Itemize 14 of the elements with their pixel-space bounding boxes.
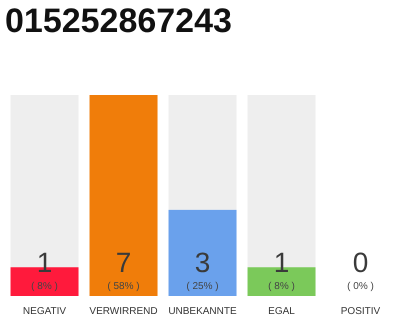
annotation: ( 58% )	[107, 281, 140, 292]
annotation: ( 0% )	[347, 281, 374, 292]
annotation: ( 25% )	[186, 281, 219, 292]
x-tick-label: NEGATIV	[22, 306, 66, 317]
x-tick-label: POSITIV	[340, 306, 381, 317]
chart-title: 015252867243	[5, 2, 232, 41]
x-tick-label: EGAL	[268, 306, 296, 317]
annotation: ( 8% )	[31, 281, 58, 292]
data-label: 7	[116, 247, 132, 278]
annotation: ( 8% )	[268, 281, 295, 292]
x-tick-label: VERWIRREND	[89, 306, 158, 317]
data-label: 0	[352, 247, 368, 278]
x-tick-label: UNBEKANNTE	[168, 306, 237, 317]
data-label: 3	[194, 247, 210, 278]
